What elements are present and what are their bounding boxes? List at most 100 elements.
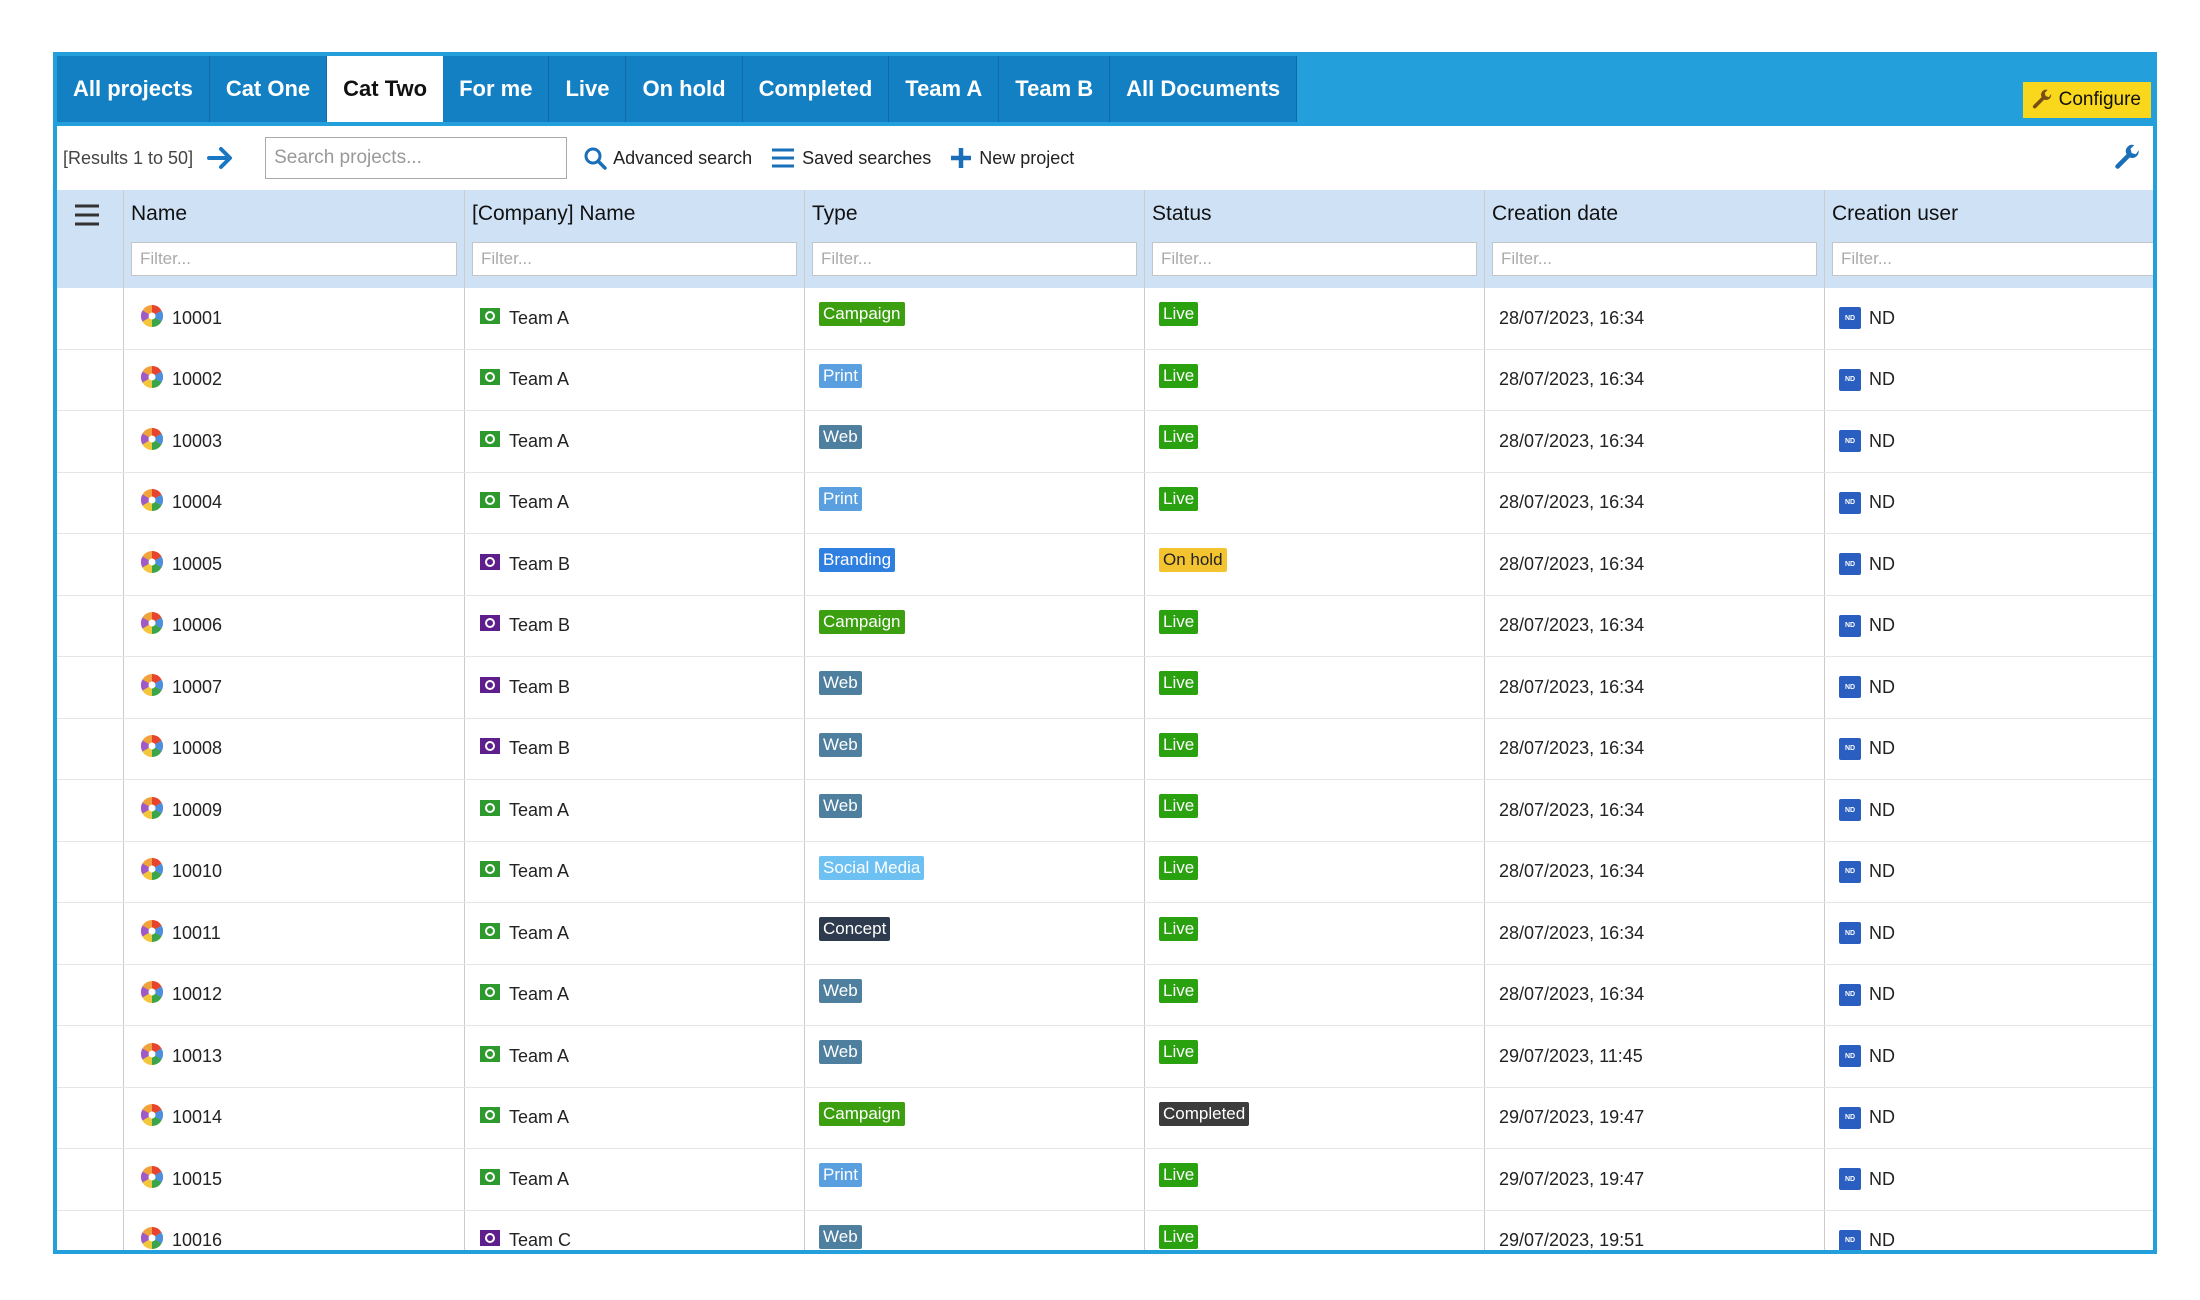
row-select-cell[interactable] — [57, 780, 123, 841]
table-row[interactable]: 10010 Team A Social Media Live 28/07/2023, 1… — [57, 841, 2153, 903]
table-row[interactable]: 10008 Team B Web Live 28/07/2023, 16:34 ND ND — [57, 718, 2153, 780]
company-icon — [479, 859, 501, 884]
name-cell: 10009 — [123, 780, 464, 841]
status-filter[interactable] — [1152, 242, 1477, 276]
row-select-cell[interactable] — [57, 411, 123, 472]
configure-button[interactable]: Configure — [2022, 82, 2151, 118]
company-name: Team A — [509, 492, 570, 513]
table-row[interactable]: 10013 Team A Web Live 29/07/2023, 11:45 ND ND — [57, 1026, 2153, 1088]
advanced-search-button[interactable]: Advanced search — [583, 146, 752, 170]
project-name[interactable]: 10016 — [172, 1230, 223, 1251]
row-select-cell[interactable] — [57, 903, 123, 964]
table-row[interactable]: 10012 Team A Web Live 28/07/2023, 16:34 ND ND — [57, 964, 2153, 1026]
creation-user-cell: ND ND — [1824, 411, 2153, 472]
table-row[interactable]: 10004 Team A Print Live 28/07/2023, 16:34 ND N… — [57, 472, 2153, 534]
tab-completed[interactable]: Completed — [742, 56, 890, 122]
column-menu-button[interactable] — [73, 202, 101, 233]
row-select-cell[interactable] — [57, 719, 123, 780]
new-project-button[interactable]: New project — [949, 146, 1074, 170]
table-row[interactable]: 10011 Team A Concept Live 28/07/2023, 16:34 N… — [57, 903, 2153, 965]
search-input[interactable] — [265, 137, 568, 179]
column-label[interactable]: Creation user — [1832, 202, 1959, 225]
type-filter[interactable] — [812, 242, 1137, 276]
project-name[interactable]: 10014 — [172, 1107, 223, 1128]
tab-all-projects[interactable]: All projects — [57, 56, 210, 122]
tab-live[interactable]: Live — [549, 56, 627, 122]
saved-searches-button[interactable]: Saved searches — [770, 146, 931, 170]
row-select-cell[interactable] — [57, 965, 123, 1026]
project-name[interactable]: 10013 — [172, 1045, 223, 1066]
column-label[interactable]: Name — [131, 202, 188, 225]
row-select-cell[interactable] — [57, 1026, 123, 1087]
tab-cat-two[interactable]: Cat Two — [327, 56, 444, 122]
row-select-cell[interactable] — [57, 657, 123, 718]
row-select-cell[interactable] — [57, 288, 123, 349]
project-icon — [140, 796, 164, 825]
column-label[interactable]: Creation date — [1492, 202, 1619, 225]
project-name[interactable]: 10008 — [172, 738, 223, 759]
tab-team-b[interactable]: Team B — [999, 56, 1111, 122]
row-select-cell[interactable] — [57, 1088, 123, 1149]
table-row[interactable]: 10015 Team A Print Live 29/07/2023, 19:47 ND N… — [57, 1149, 2153, 1211]
name-filter[interactable] — [131, 242, 457, 276]
header-name: Name — [123, 190, 464, 288]
creation-date-cell: 28/07/2023, 16:34 — [1484, 657, 1824, 718]
project-name[interactable]: 10011 — [172, 922, 221, 943]
project-name[interactable]: 10005 — [172, 553, 223, 574]
advanced-search-label: Advanced search — [613, 147, 753, 168]
table-row[interactable]: 10014 Team A Campaign Completed 29/07/2023, … — [57, 1087, 2153, 1149]
table-row[interactable]: 10006 Team B Campaign Live 28/07/2023, 16:34… — [57, 595, 2153, 657]
column-label[interactable]: Status — [1152, 202, 1212, 225]
table-row[interactable]: 10007 Team B Web Live 28/07/2023, 16:34 ND ND — [57, 657, 2153, 719]
project-name[interactable]: 10015 — [172, 1168, 223, 1189]
table-row[interactable]: 10016 Team C Web Live 29/07/2023, 19:51 ND ND — [57, 1210, 2153, 1251]
project-name[interactable]: 10007 — [172, 676, 223, 697]
tab-all-documents[interactable]: All Documents — [1110, 56, 1298, 122]
tab-for-me[interactable]: For me — [443, 56, 550, 122]
project-name[interactable]: 10003 — [172, 430, 223, 451]
status-cell: Live — [1144, 411, 1484, 472]
project-name[interactable]: 10009 — [172, 799, 223, 820]
column-label[interactable]: Type — [812, 202, 858, 225]
company-filter[interactable] — [472, 242, 797, 276]
row-select-cell[interactable] — [57, 350, 123, 411]
row-select-cell[interactable] — [57, 534, 123, 595]
tab-team-a[interactable]: Team A — [889, 56, 1000, 122]
creation-user: ND — [1869, 861, 1895, 882]
user-avatar-icon: ND — [1839, 983, 1861, 1006]
row-select-cell[interactable] — [57, 1211, 123, 1251]
row-select-cell[interactable] — [57, 596, 123, 657]
row-select-cell[interactable] — [57, 473, 123, 534]
column-label[interactable]: [Company] Name — [472, 202, 636, 225]
tab-cat-one[interactable]: Cat One — [209, 56, 328, 122]
type-badge: Web — [819, 794, 862, 819]
row-select-cell[interactable] — [57, 1149, 123, 1210]
creation-user-filter[interactable] — [1832, 242, 2153, 276]
project-name[interactable]: 10006 — [172, 615, 223, 636]
company-icon — [479, 798, 501, 823]
status-badge: Live — [1159, 917, 1199, 942]
table-row[interactable]: 10009 Team A Web Live 28/07/2023, 16:34 ND ND — [57, 780, 2153, 842]
table-row[interactable]: 10003 Team A Web Live 28/07/2023, 16:34 ND ND — [57, 411, 2153, 473]
project-name[interactable]: 10012 — [172, 984, 223, 1005]
company-cell: Team B — [464, 534, 804, 595]
table-row[interactable]: 10001 Team A Campaign Live 28/07/2023, 16:34… — [57, 288, 2153, 350]
project-name[interactable]: 10002 — [172, 369, 223, 390]
tab-on-hold[interactable]: On hold — [626, 56, 743, 122]
project-name[interactable]: 10004 — [172, 492, 223, 513]
project-name[interactable]: 10010 — [172, 861, 223, 882]
table-row[interactable]: 10002 Team A Print Live 28/07/2023, 16:34 ND N… — [57, 349, 2153, 411]
table-row[interactable]: 10005 Team B Branding On hold 28/07/2023, 16… — [57, 534, 2153, 596]
creation-date-filter[interactable] — [1492, 242, 1817, 276]
row-select-cell[interactable] — [57, 842, 123, 903]
creation-user: ND — [1869, 492, 1895, 513]
settings-wrench-button[interactable] — [2113, 144, 2141, 177]
type-cell: Web — [804, 780, 1144, 841]
user-avatar-icon: ND — [1839, 1229, 1861, 1250]
project-name[interactable]: 10001 — [172, 307, 223, 328]
status-badge: Live — [1159, 732, 1199, 757]
status-badge: Live — [1159, 609, 1199, 634]
company-cell: Team A — [464, 472, 804, 533]
go-button[interactable] — [207, 146, 235, 170]
creation-date-cell: 29/07/2023, 19:51 — [1484, 1210, 1824, 1250]
